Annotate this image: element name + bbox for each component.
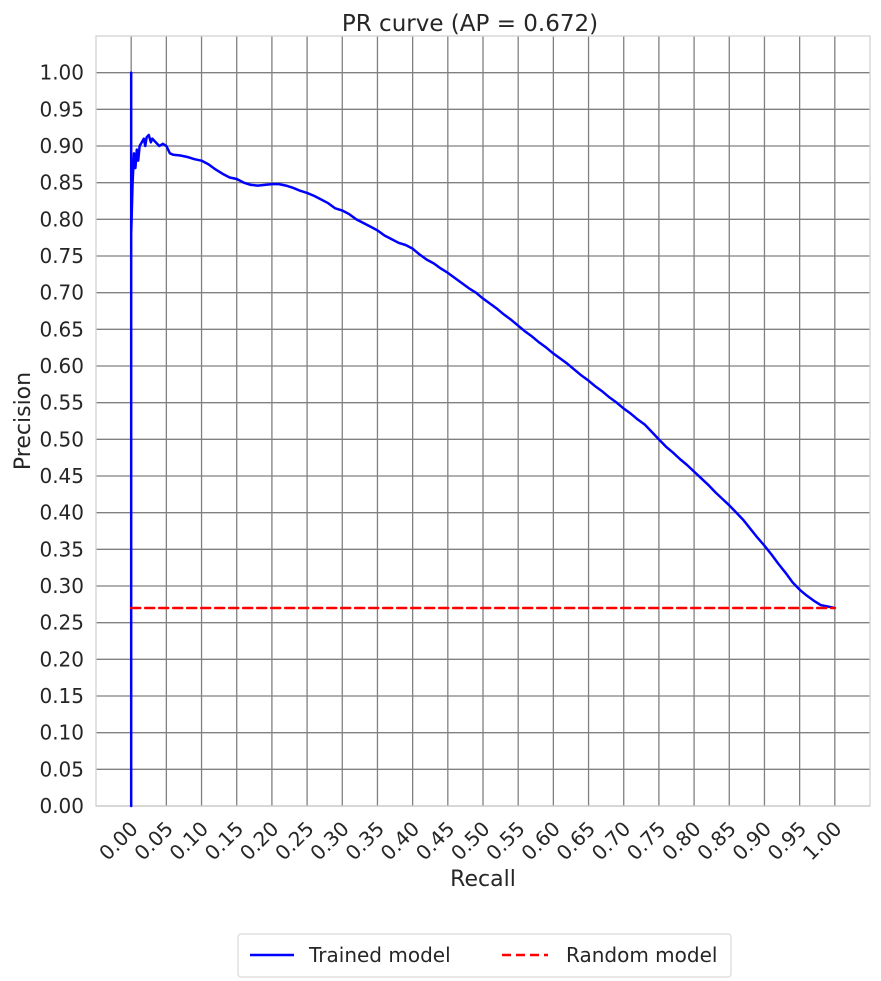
y-tick-label: 0.60 — [39, 354, 84, 378]
legend-label-1: Random model — [566, 943, 717, 967]
y-tick-label: 0.85 — [39, 171, 84, 195]
legend: Trained model Random model — [237, 933, 732, 978]
y-tick-label: 0.10 — [39, 721, 84, 745]
y-tick-label: 0.65 — [39, 317, 84, 341]
y-tick-label: 0.80 — [39, 207, 84, 231]
y-tick-label: 0.35 — [39, 537, 84, 561]
plot-border — [95, 35, 871, 807]
y-tick-label: 0.95 — [39, 97, 84, 121]
y-tick-label: 0.75 — [39, 244, 84, 268]
y-axis-label: Precision — [11, 372, 36, 470]
y-tick-label: 0.70 — [39, 281, 84, 305]
y-tick-label: 1.00 — [39, 61, 84, 85]
y-tick-label: 0.50 — [39, 427, 84, 451]
x-axis-ticks: 0.000.050.100.150.200.250.300.350.400.45… — [94, 817, 846, 865]
x-axis-label: Recall — [450, 867, 516, 892]
y-tick-label: 0.25 — [39, 611, 84, 635]
y-tick-label: 0.90 — [39, 134, 84, 158]
chart-title: PR curve (AP = 0.672) — [342, 11, 598, 37]
y-tick-label: 0.45 — [39, 464, 84, 488]
y-tick-label: 0.15 — [39, 684, 84, 708]
y-tick-label: 0.05 — [39, 757, 84, 781]
y-tick-label: 0.55 — [39, 391, 84, 415]
gridlines — [96, 36, 870, 807]
trained-model-series — [129, 71, 837, 808]
y-tick-label: 0.20 — [39, 647, 84, 671]
y-tick-label: 0.40 — [39, 501, 84, 525]
legend-label-0: Trained model — [308, 943, 451, 967]
y-tick-label: 0.30 — [39, 574, 84, 598]
series-layer — [129, 71, 837, 808]
x-tick-label: 1.00 — [798, 817, 846, 865]
y-axis-ticks: 0.00 0.05 0.10 0.15 0.20 0.25 0.30 0.35 0.40 0.45… — [39, 61, 84, 818]
legend-box — [237, 933, 732, 978]
y-tick-label: 0.00 — [39, 794, 84, 818]
